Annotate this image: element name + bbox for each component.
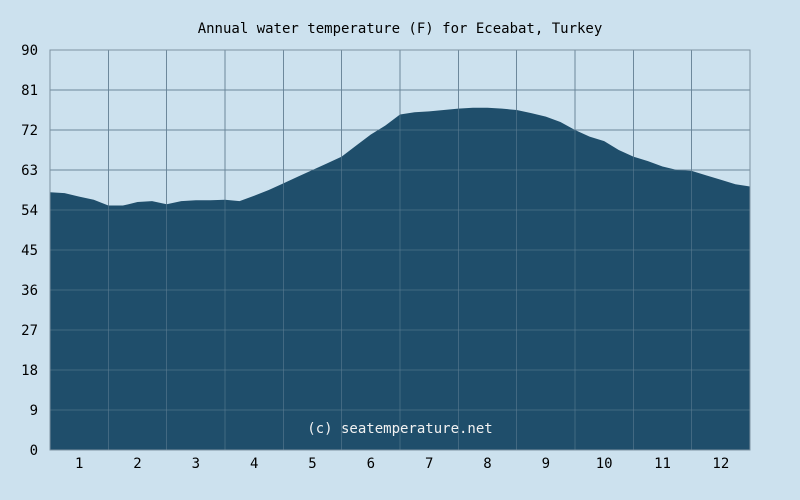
y-tick-label: 90 (21, 43, 38, 59)
x-tick-label: 10 (596, 456, 613, 472)
x-tick-label: 3 (192, 456, 200, 472)
y-tick-label: 81 (21, 83, 38, 99)
x-tick-label: 12 (712, 456, 729, 472)
y-tick-labels: 0 9 18 27 36 45 54 63 72 81 90 (21, 43, 38, 459)
y-tick-label: 9 (30, 403, 38, 419)
x-tick-label: 7 (425, 456, 433, 472)
y-tick-label: 0 (30, 443, 38, 459)
x-tick-label: 6 (367, 456, 375, 472)
x-tick-label: 4 (250, 456, 258, 472)
y-tick-label: 54 (21, 203, 38, 219)
x-tick-label: 1 (75, 456, 83, 472)
y-tick-label: 63 (21, 163, 38, 179)
y-tick-label: 45 (21, 243, 38, 259)
watermark: (c) seatemperature.net (307, 421, 492, 437)
x-tick-label: 11 (654, 456, 671, 472)
x-tick-label: 2 (133, 456, 141, 472)
y-tick-label: 18 (21, 363, 38, 379)
y-tick-label: 36 (21, 283, 38, 299)
x-tick-label: 5 (308, 456, 316, 472)
x-tick-label: 9 (542, 456, 550, 472)
x-tick-label: 8 (483, 456, 491, 472)
chart-title: Annual water temperature (F) for Eceabat… (198, 21, 603, 37)
x-tick-labels: 1 2 3 4 5 6 7 8 9 10 11 12 (75, 456, 729, 472)
plot-border (49, 49, 751, 451)
y-tick-label: 72 (21, 123, 38, 139)
y-tick-label: 27 (21, 323, 38, 339)
